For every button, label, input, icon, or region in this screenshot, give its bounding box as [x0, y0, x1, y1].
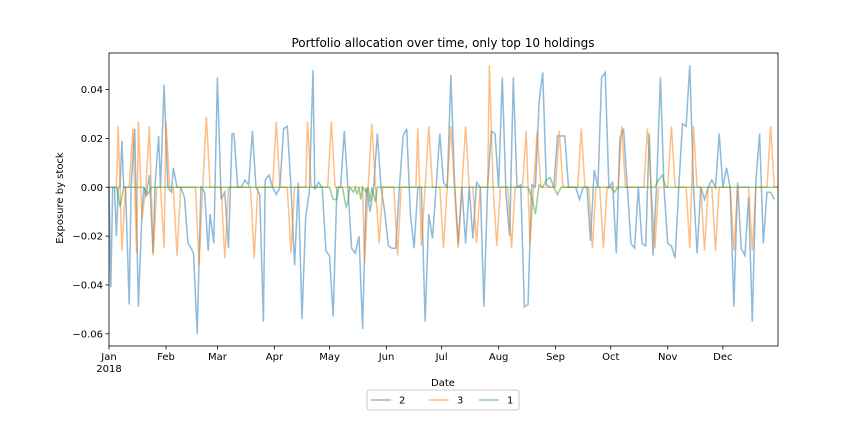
x-tick-label: Aug — [489, 352, 509, 363]
x-tick-label: Dec — [713, 352, 732, 363]
x-tick-label: Apr — [266, 352, 284, 363]
x-tick-label: Jan — [100, 352, 116, 363]
legend-label-2: 2 — [399, 396, 405, 407]
x-tick-sublabel: 2018 — [96, 364, 121, 375]
x-tick-label: Feb — [157, 352, 175, 363]
y-tick-label: 0.02 — [81, 134, 103, 145]
plot-frame — [108, 52, 779, 347]
legend-label-3: 3 — [457, 396, 463, 407]
x-tick-label: Sep — [546, 352, 565, 363]
legend-label-1: 1 — [507, 396, 513, 407]
y-axis-label: Exposure by stock — [55, 152, 66, 244]
y-tick-label: 0.04 — [81, 85, 103, 96]
chart-title: Portfolio allocation over time, only top… — [291, 36, 594, 50]
x-tick-label: May — [319, 352, 340, 363]
x-tick-label: Jul — [435, 352, 448, 363]
legend: 2 3 1 — [366, 389, 520, 411]
series-layer — [108, 65, 778, 334]
x-axis-label: Date — [431, 378, 455, 389]
y-tick-label: −0.02 — [72, 232, 103, 243]
x-tick-label: Oct — [602, 352, 619, 363]
y-tick-label: 0.00 — [81, 183, 103, 194]
x-tick-label: Jun — [378, 352, 395, 363]
x-tick-label: Mar — [208, 352, 228, 363]
series-line-2 — [108, 65, 775, 334]
x-tick-label: Nov — [658, 352, 678, 363]
series-line-1 — [109, 173, 778, 215]
y-tick-label: −0.06 — [72, 329, 103, 340]
y-tick-label: −0.04 — [72, 280, 103, 291]
